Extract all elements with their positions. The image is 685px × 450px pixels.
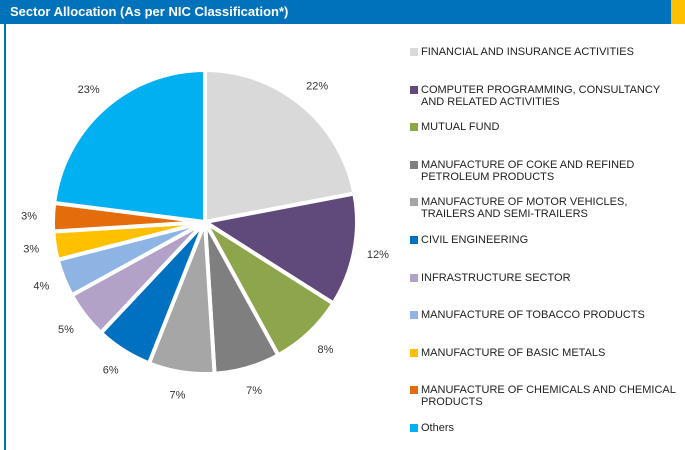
slice-label: 22% (306, 80, 328, 92)
legend-label: Others (421, 422, 455, 434)
header-bar: Sector Allocation (As per NIC Classifica… (0, 0, 685, 24)
legend-label: MANUFACTURE OF MOTOR VEHICLES, TRAILERS … (421, 196, 628, 221)
slice-label: 4% (33, 281, 49, 293)
legend-swatch (410, 85, 418, 94)
legend-label: INFRASTRUCTURE SECTOR (421, 271, 571, 284)
slice-label: 23% (78, 84, 100, 96)
legend-swatch (410, 424, 418, 432)
pie-slice (51, 67, 207, 225)
legend-label: MANUFACTURE OF CHEMICALS AND CHEMICAL PR… (421, 384, 676, 409)
legend-label: MUTUAL FUND (421, 121, 500, 134)
legend-swatch (410, 48, 418, 56)
legend-item: MANUFACTURE OF CHEMICALS AND CHEMICAL PR… (410, 384, 685, 408)
slice-label: 7% (246, 385, 262, 397)
legend-label: MANUFACTURE OF TOBACCO PRODUCTS (421, 309, 645, 322)
legend-item: INFRASTRUCTURE SECTOR (410, 272, 685, 284)
legend-swatch (410, 311, 418, 320)
legend-item: MUTUAL FUND (410, 121, 685, 133)
legend-swatch (410, 198, 418, 207)
legend-item: MANUFACTURE OF TOBACCO PRODUCTS (410, 309, 685, 321)
legend-item: MANUFACTURE OF COKE AND REFINED PETROLEU… (410, 159, 685, 183)
legend-item: CIVIL ENGINEERING (410, 234, 685, 246)
slice-label: 8% (318, 344, 334, 356)
legend-label: CIVIL ENGINEERING (421, 234, 529, 246)
legend-swatch (410, 236, 418, 244)
pie-slice (199, 191, 359, 307)
left-border (4, 24, 6, 450)
header-corner (671, 0, 685, 24)
slice-label: 6% (103, 365, 119, 377)
legend-label: COMPUTER PROGRAMMING, CONSULTANCY AND RE… (421, 83, 660, 108)
slice-label: 3% (23, 243, 39, 255)
legend-swatch (410, 273, 418, 282)
chart-title: Sector Allocation (As per NIC Classifica… (10, 4, 289, 19)
legend-item: Others (410, 422, 685, 434)
legend-item: MANUFACTURE OF MOTOR VEHICLES, TRAILERS … (410, 196, 685, 220)
slice-label: 12% (367, 249, 389, 261)
legend-label: FINANCIAL AND INSURANCE ACTIVITIES (421, 46, 634, 58)
slice-label: 3% (21, 210, 37, 222)
legend-swatch (410, 386, 418, 395)
slice-label: 7% (170, 390, 186, 402)
legend-swatch (410, 160, 418, 169)
legend-item: MANUFACTURE OF BASIC METALS (410, 347, 685, 359)
legend-item: COMPUTER PROGRAMMING, CONSULTANCY AND RE… (410, 84, 685, 108)
legend-swatch (410, 348, 418, 357)
pie-slice (203, 67, 357, 225)
legend-item: FINANCIAL AND INSURANCE ACTIVITIES (410, 46, 685, 58)
legend-label: MANUFACTURE OF COKE AND REFINED PETROLEU… (421, 158, 635, 183)
slice-label: 5% (58, 324, 74, 336)
legend-swatch (410, 123, 418, 132)
legend-label: MANUFACTURE OF BASIC METALS (421, 346, 606, 359)
